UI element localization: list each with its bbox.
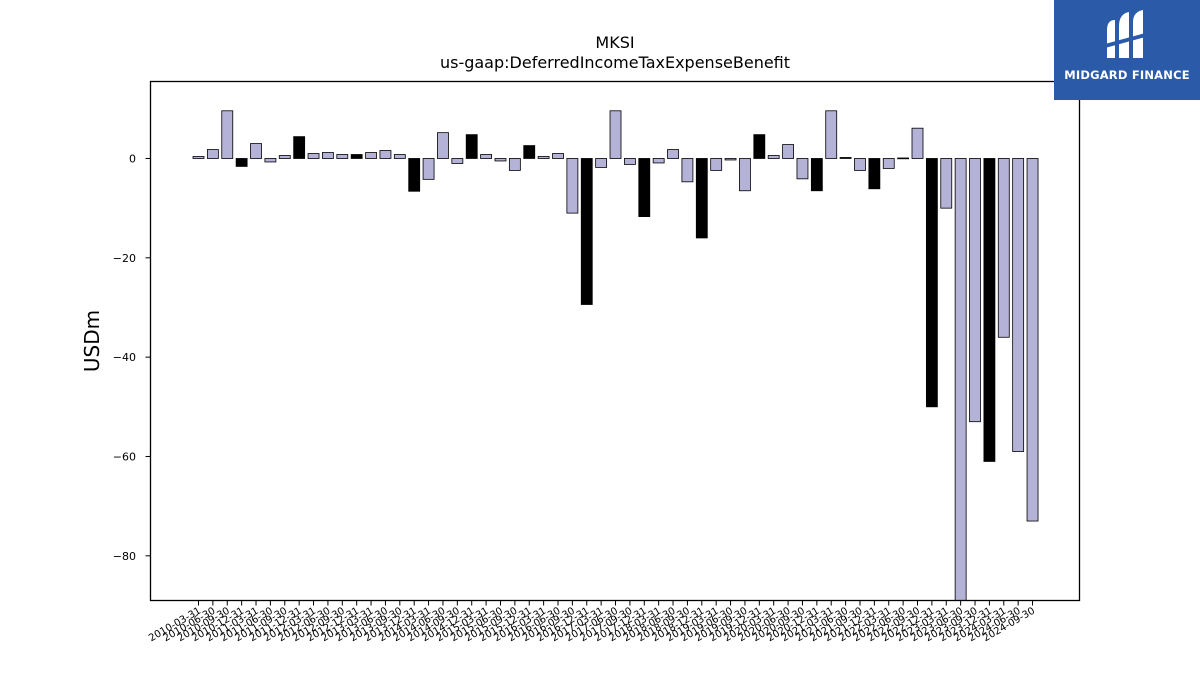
bar <box>997 158 1010 338</box>
bar <box>897 157 910 160</box>
bar <box>695 158 708 239</box>
bar <box>825 110 838 159</box>
bar <box>710 158 723 171</box>
bar <box>192 156 205 159</box>
bar <box>393 154 406 159</box>
bar <box>925 158 938 408</box>
bar <box>437 132 449 159</box>
y-tick-label: −40 <box>113 351 136 364</box>
bar <box>278 155 291 159</box>
bar <box>537 156 550 159</box>
bar <box>652 158 665 164</box>
x-axis-ticks: 2010-03-312010-06-302010-09-302010-12-31… <box>147 600 1037 644</box>
bar <box>523 145 536 159</box>
bar <box>595 158 608 168</box>
bar <box>336 154 349 159</box>
bar <box>810 158 823 192</box>
bar <box>465 134 478 159</box>
bar <box>681 158 694 183</box>
bar <box>293 136 306 159</box>
bar <box>480 154 493 159</box>
y-axis-label: USDm <box>80 310 104 372</box>
bar <box>954 158 967 601</box>
chart-subtitle: us-gaap:DeferredIncomeTaxExpenseBenefit <box>440 53 790 72</box>
midgard-logo-icon <box>1105 10 1149 58</box>
bar <box>911 127 924 159</box>
bar <box>854 158 866 171</box>
bar <box>221 110 234 159</box>
y-tick-label: −80 <box>113 550 136 563</box>
bar <box>983 158 996 462</box>
bar <box>882 158 895 169</box>
bar-series <box>192 110 1039 601</box>
bar <box>1026 158 1039 522</box>
bar <box>566 158 579 214</box>
y-tick-label: −20 <box>113 252 136 265</box>
bar <box>365 152 377 159</box>
bar <box>868 158 881 190</box>
bar <box>969 158 981 423</box>
bar <box>322 152 334 159</box>
bar <box>508 158 521 171</box>
bar <box>667 149 679 159</box>
bar <box>494 158 507 162</box>
bar <box>739 158 751 192</box>
y-tick-label: −60 <box>113 450 136 463</box>
bar <box>552 153 564 159</box>
plot-frame <box>149 80 1081 602</box>
bar <box>609 110 622 159</box>
bar <box>624 158 636 165</box>
chart-title: MKSI <box>595 33 634 52</box>
bar <box>451 158 464 164</box>
midgard-finance-logo: MIDGARD FINANCE <box>1054 0 1200 100</box>
bar <box>250 143 262 159</box>
bar <box>782 144 794 159</box>
y-axis-ticks: 0 −20 −40 −60 −80 <box>113 152 151 563</box>
bar <box>379 150 392 159</box>
bar <box>307 153 320 159</box>
bar <box>724 158 737 161</box>
bar <box>638 158 651 217</box>
bar <box>796 158 809 180</box>
bar <box>767 155 780 159</box>
bar <box>839 157 852 159</box>
bar <box>1012 158 1025 452</box>
bar <box>206 149 219 159</box>
logo-text: MIDGARD FINANCE <box>1064 68 1190 82</box>
bar <box>235 158 248 167</box>
bar <box>264 158 277 163</box>
bar <box>408 158 421 192</box>
y-tick-label: 0 <box>129 152 136 165</box>
bar <box>422 158 435 180</box>
bar <box>580 158 593 305</box>
bar <box>940 158 953 209</box>
bar <box>350 154 363 159</box>
bar <box>753 134 766 159</box>
